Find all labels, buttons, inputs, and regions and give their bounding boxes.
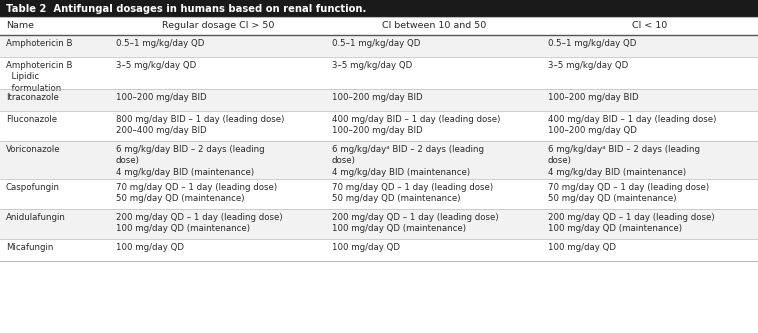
Text: Micafungin: Micafungin: [6, 243, 53, 252]
Text: 100–200 mg/day BID: 100–200 mg/day BID: [548, 93, 638, 102]
Bar: [0, 111, 758, 141]
Text: 6 mg/kg/day BID – 2 days (leading
dose)
4 mg/kg/day BID (maintenance): 6 mg/kg/day BID – 2 days (leading dose) …: [116, 145, 265, 177]
Text: Fluconazole: Fluconazole: [6, 115, 57, 124]
Text: 100–200 mg/day BID: 100–200 mg/day BID: [116, 93, 206, 102]
Text: 3–5 mg/kg/day QD: 3–5 mg/kg/day QD: [332, 61, 412, 70]
Text: 200 mg/day QD – 1 day (leading dose)
100 mg/day QD (maintenance): 200 mg/day QD – 1 day (leading dose) 100…: [548, 213, 715, 233]
Text: Name: Name: [6, 22, 34, 31]
Bar: [0, 239, 758, 261]
Bar: [0, 17, 758, 35]
Text: 3–5 mg/kg/day QD: 3–5 mg/kg/day QD: [116, 61, 196, 70]
Text: 0.5–1 mg/kg/day QD: 0.5–1 mg/kg/day QD: [332, 39, 421, 48]
Text: 100–200 mg/day BID: 100–200 mg/day BID: [332, 93, 422, 102]
Text: 100 mg/day QD: 100 mg/day QD: [548, 243, 616, 252]
Text: 200 mg/day QD – 1 day (leading dose)
100 mg/day QD (maintenance): 200 mg/day QD – 1 day (leading dose) 100…: [332, 213, 499, 233]
Text: 70 mg/day QD – 1 day (leading dose)
50 mg/day QD (maintenance): 70 mg/day QD – 1 day (leading dose) 50 m…: [116, 183, 277, 203]
Text: 400 mg/day BID – 1 day (leading dose)
100–200 mg/day QD: 400 mg/day BID – 1 day (leading dose) 10…: [548, 115, 716, 136]
Text: 200 mg/day QD – 1 day (leading dose)
100 mg/day QD (maintenance): 200 mg/day QD – 1 day (leading dose) 100…: [116, 213, 283, 233]
Text: 70 mg/day QD – 1 day (leading dose)
50 mg/day QD (maintenance): 70 mg/day QD – 1 day (leading dose) 50 m…: [332, 183, 493, 203]
Text: Cl < 10: Cl < 10: [632, 22, 668, 31]
Text: 0.5–1 mg/kg/day QD: 0.5–1 mg/kg/day QD: [116, 39, 205, 48]
Text: Anidulafungin: Anidulafungin: [6, 213, 66, 222]
Bar: [0, 0, 758, 17]
Text: 6 mg/kg/dayᵃ BID – 2 days (leading
dose)
4 mg/kg/day BID (maintenance): 6 mg/kg/dayᵃ BID – 2 days (leading dose)…: [548, 145, 700, 177]
Text: Itraconazole: Itraconazole: [6, 93, 59, 102]
Text: Table 2  Antifungal dosages in humans based on renal function.: Table 2 Antifungal dosages in humans bas…: [6, 4, 366, 14]
Bar: [0, 89, 758, 111]
Bar: [0, 179, 758, 209]
Text: 3–5 mg/kg/day QD: 3–5 mg/kg/day QD: [548, 61, 628, 70]
Text: 70 mg/day QD – 1 day (leading dose)
50 mg/day QD (maintenance): 70 mg/day QD – 1 day (leading dose) 50 m…: [548, 183, 709, 203]
Bar: [0, 141, 758, 179]
Text: 800 mg/day BID – 1 day (leading dose)
200–400 mg/day BID: 800 mg/day BID – 1 day (leading dose) 20…: [116, 115, 284, 136]
Text: Voriconazole: Voriconazole: [6, 145, 61, 154]
Text: Amphotericin B
  Lipidic
  formulation: Amphotericin B Lipidic formulation: [6, 61, 73, 93]
Text: 100 mg/day QD: 100 mg/day QD: [332, 243, 400, 252]
Text: Amphotericin B: Amphotericin B: [6, 39, 73, 48]
Bar: [0, 35, 758, 57]
Text: Regular dosage Cl > 50: Regular dosage Cl > 50: [161, 22, 274, 31]
Text: 6 mg/kg/dayᵃ BID – 2 days (leading
dose)
4 mg/kg/day BID (maintenance): 6 mg/kg/dayᵃ BID – 2 days (leading dose)…: [332, 145, 484, 177]
Text: Cl between 10 and 50: Cl between 10 and 50: [382, 22, 486, 31]
Bar: [0, 209, 758, 239]
Text: 0.5–1 mg/kg/day QD: 0.5–1 mg/kg/day QD: [548, 39, 637, 48]
Text: 100 mg/day QD: 100 mg/day QD: [116, 243, 184, 252]
Text: 400 mg/day BID – 1 day (leading dose)
100–200 mg/day BID: 400 mg/day BID – 1 day (leading dose) 10…: [332, 115, 500, 136]
Bar: [0, 57, 758, 89]
Text: Caspofungin: Caspofungin: [6, 183, 60, 192]
